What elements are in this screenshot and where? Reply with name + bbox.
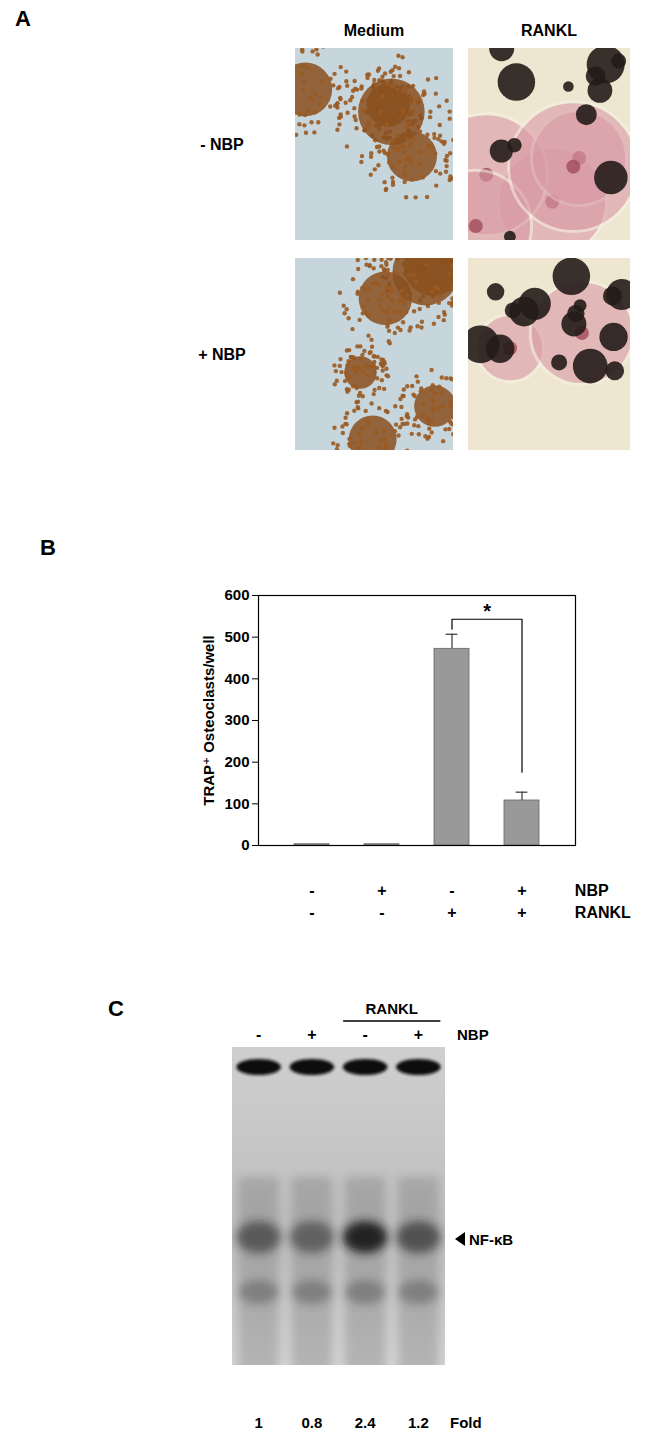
svg-text:RANKL: RANKL	[575, 904, 631, 921]
svg-text:A: A	[15, 6, 31, 31]
svg-text:+: +	[377, 882, 386, 899]
svg-text:RANKL: RANKL	[366, 1000, 419, 1017]
svg-text:400: 400	[224, 670, 249, 687]
svg-text:100: 100	[224, 795, 249, 812]
html-text:B: B	[40, 535, 56, 560]
svg-text:1: 1	[254, 1414, 262, 1431]
svg-text:- NBP: - NBP	[200, 136, 244, 153]
svg-text:600: 600	[224, 586, 249, 603]
svg-text:+: +	[517, 882, 526, 899]
svg-text:NBP: NBP	[575, 882, 609, 899]
svg-text:200: 200	[224, 753, 249, 770]
svg-text:-: -	[309, 882, 314, 899]
svg-text:Fold: Fold	[450, 1414, 482, 1431]
svg-text:Medium: Medium	[344, 22, 404, 39]
svg-text:NBP: NBP	[457, 1026, 489, 1043]
svg-text:1.2: 1.2	[408, 1414, 429, 1431]
svg-text:C: C	[108, 996, 124, 1021]
svg-text:RANKL: RANKL	[521, 22, 577, 39]
svg-text:+: +	[414, 1026, 423, 1043]
svg-text:NF-κB: NF-κB	[469, 1231, 513, 1248]
svg-text:+: +	[517, 904, 526, 921]
svg-text:*: *	[483, 600, 491, 622]
svg-text:0: 0	[241, 836, 249, 853]
svg-text:500: 500	[224, 628, 249, 645]
svg-text:300: 300	[224, 711, 249, 728]
svg-text:2.4: 2.4	[355, 1414, 377, 1431]
svg-text:+: +	[307, 1026, 316, 1043]
svg-text:-: -	[309, 904, 314, 921]
svg-text:+ NBP: + NBP	[198, 346, 246, 363]
svg-text:TRAP⁺ Osteoclasts/well: TRAP⁺ Osteoclasts/well	[200, 635, 217, 805]
svg-text:0.8: 0.8	[301, 1414, 322, 1431]
svg-text:-: -	[362, 1026, 367, 1043]
svg-text:-: -	[449, 882, 454, 899]
svg-text:+: +	[447, 904, 456, 921]
svg-text:-: -	[256, 1026, 261, 1043]
svg-text:-: -	[379, 904, 384, 921]
